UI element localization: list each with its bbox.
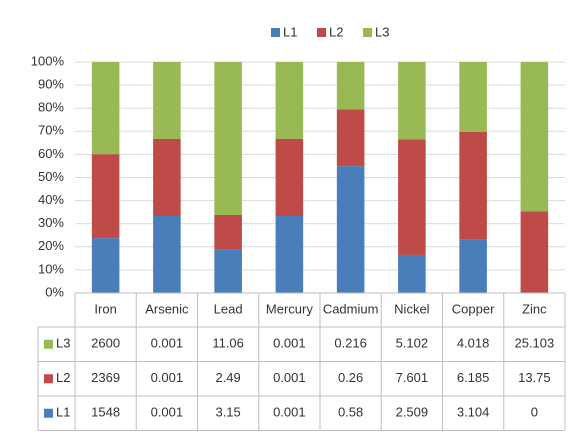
y-tick-label: 50% xyxy=(38,169,64,184)
bar-segment xyxy=(91,238,120,293)
bar-segment xyxy=(398,254,426,293)
table-cell: 4.018 xyxy=(457,336,490,351)
bar-segment xyxy=(91,62,120,155)
table-cell: 0.26 xyxy=(338,370,363,385)
table-legend-swatch xyxy=(44,339,53,349)
x-tick-label: Iron xyxy=(94,301,116,316)
y-tick-label: 10% xyxy=(38,261,64,276)
table-cell: 0.58 xyxy=(338,405,363,420)
table-cell: 2.509 xyxy=(396,405,429,420)
x-tick-label: Cadmium xyxy=(323,301,379,316)
y-tick-label: 20% xyxy=(38,238,64,253)
table-cell: 6.185 xyxy=(457,370,490,385)
table-legend-swatch xyxy=(44,408,53,418)
y-tick-label: 30% xyxy=(38,215,64,230)
table-cell: 0.001 xyxy=(151,370,184,385)
bar-segment xyxy=(459,131,487,240)
table-cell: 0.001 xyxy=(273,336,306,351)
x-tick-label: Mercury xyxy=(266,301,313,316)
table-row-label: L1 xyxy=(56,405,70,420)
x-tick-label: Nickel xyxy=(394,301,430,316)
bar-segment xyxy=(153,216,181,293)
y-tick-label: 0% xyxy=(45,284,64,299)
table-cell: 0.001 xyxy=(151,336,184,351)
legend-label: L2 xyxy=(329,24,343,39)
bar-segment xyxy=(398,62,426,140)
table-cell: 0.001 xyxy=(151,405,184,420)
bar-segment xyxy=(214,214,242,250)
table-cell: 1548 xyxy=(91,405,120,420)
bar-segment xyxy=(275,139,304,216)
legend-swatch xyxy=(271,28,280,37)
bar-segment xyxy=(336,109,365,167)
table-cell: 3.15 xyxy=(215,405,240,420)
table-cell: 0.001 xyxy=(273,370,306,385)
x-tick-label: Zinc xyxy=(522,301,547,316)
table-row-label: L3 xyxy=(56,336,70,351)
bar-segment xyxy=(520,211,549,293)
legend-swatch xyxy=(317,28,326,37)
y-tick-label: 40% xyxy=(38,192,64,207)
table-cell: 11.06 xyxy=(212,336,244,351)
y-tick-label: 70% xyxy=(38,123,64,138)
legend-label: L1 xyxy=(283,24,297,39)
table-cell: 0.001 xyxy=(273,405,306,420)
table-cell: 25.103 xyxy=(514,336,554,351)
x-tick-label: Arsenic xyxy=(145,301,189,316)
table-row-label: L2 xyxy=(56,370,70,385)
bar-segment xyxy=(91,154,120,239)
bar-segment xyxy=(520,62,549,212)
table-cell: 0 xyxy=(531,405,538,420)
y-tick-label: 60% xyxy=(38,146,64,161)
bar-segment xyxy=(459,239,487,293)
table-legend-swatch xyxy=(44,374,53,384)
x-tick-label: Lead xyxy=(214,301,243,316)
legend-swatch xyxy=(363,28,372,37)
bar-segment xyxy=(336,62,365,110)
y-tick-label: 100% xyxy=(31,53,65,68)
table-cell: 5.102 xyxy=(396,336,429,351)
bar-segment xyxy=(275,216,304,293)
table-cell: 2600 xyxy=(91,336,120,351)
y-tick-label: 90% xyxy=(38,77,64,92)
bar-segment xyxy=(398,139,426,255)
bar-segment xyxy=(459,62,487,132)
table-cell: 2369 xyxy=(91,370,120,385)
bar-segment xyxy=(214,62,242,215)
bar-segment xyxy=(275,62,304,139)
bar-segment xyxy=(336,166,365,293)
y-tick-label: 80% xyxy=(38,100,64,115)
table-cell: 3.104 xyxy=(457,405,490,420)
legend-label: L3 xyxy=(375,24,389,39)
bar-segment xyxy=(214,249,242,293)
table-cell: 13.75 xyxy=(518,370,551,385)
table-cell: 7.601 xyxy=(396,370,429,385)
table-cell: 0.216 xyxy=(334,336,367,351)
bar-segment xyxy=(153,139,181,216)
bar-segment xyxy=(153,62,181,139)
x-tick-label: Copper xyxy=(452,301,495,316)
table-cell: 2.49 xyxy=(215,370,240,385)
